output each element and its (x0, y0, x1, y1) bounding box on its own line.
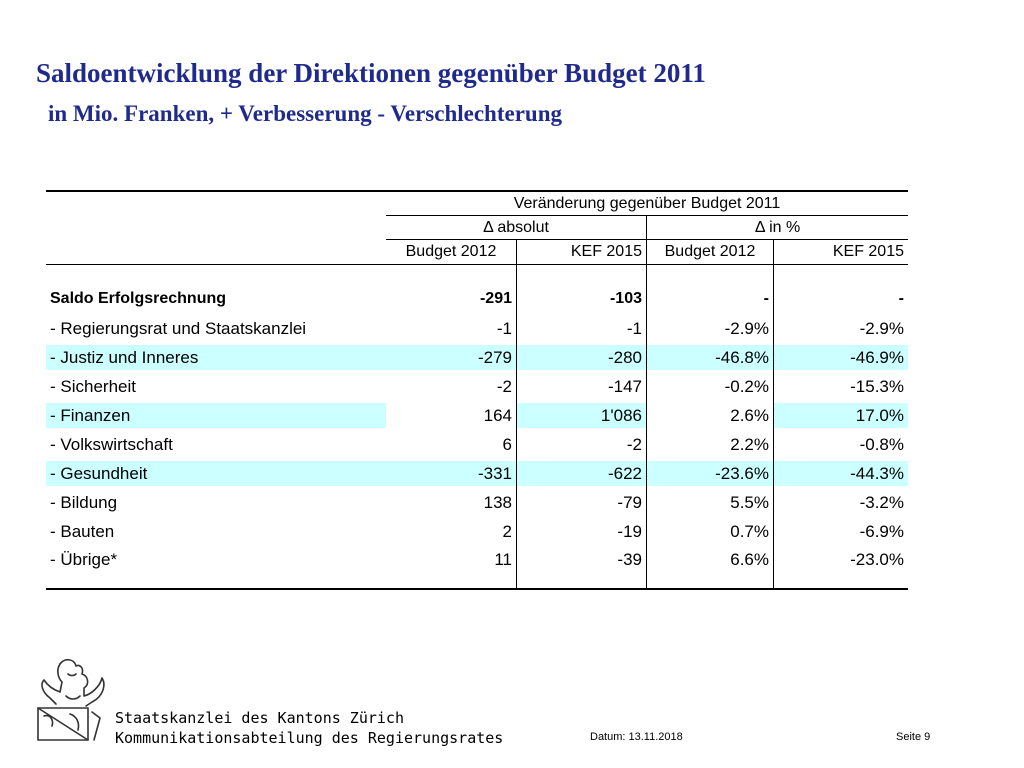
table-row: - Volkswirtschaft 6 -2 2.2% -0.8% (46, 432, 908, 457)
header-abs-label: Δ absolut (483, 219, 549, 236)
row-highlight (517, 403, 646, 428)
row-value: -1 (626, 319, 642, 338)
row-value: -19 (617, 522, 642, 541)
row-value: -44.3% (850, 464, 904, 483)
row-value: -2 (626, 435, 642, 454)
row-value: 138 (483, 493, 512, 512)
col-header: Budget 2012 (405, 243, 497, 260)
row-value: -2 (496, 377, 512, 396)
slide-title: Saldoentwicklung der Direktionen gegenüb… (36, 58, 706, 88)
row-value: -79 (617, 493, 642, 512)
row-value: -0.8% (859, 435, 904, 454)
table-top-rule (46, 190, 908, 192)
row-value: -46.8% (715, 348, 769, 367)
row-value: 2.6% (730, 406, 769, 425)
footer-org-line1: Staatskanzlei des Kantons Zürich (115, 709, 404, 727)
slide-subtitle: in Mio. Franken, + Verbesserung - Versch… (48, 101, 562, 126)
table-bottom-rule (46, 588, 908, 590)
header-row-delta: Δ absolut Δ in % (46, 216, 908, 240)
row-value: -147 (607, 377, 642, 396)
col-header: KEF 2015 (832, 243, 904, 260)
col-header: Budget 2012 (664, 243, 756, 260)
footer-page-number: Seite 9 (896, 731, 931, 743)
row-value: -6.9% (859, 522, 904, 541)
table-row: - Sicherheit -2 -147 -0.2% -15.3% (46, 374, 908, 399)
row-value: 11 (494, 550, 512, 569)
row-value: -23.6% (715, 464, 769, 483)
row-value: -1 (496, 319, 512, 338)
row-value: -103 (609, 290, 642, 307)
header-group-label: Veränderung gegenüber Budget 2011 (513, 195, 781, 212)
header-pct-label: Δ in % (754, 219, 801, 236)
row-value: - (898, 290, 904, 307)
header-row-columns: Budget 2012 KEF 2015 Budget 2012 KEF 201… (46, 240, 908, 265)
row-label: - Volkswirtschaft (50, 435, 173, 454)
row-value: -23.0% (850, 550, 904, 569)
table-row: - Bildung 138 -79 5.5% -3.2% (46, 490, 908, 515)
row-label: - Justiz und Inneres (50, 348, 199, 367)
row-value: -622 (607, 464, 642, 483)
row-value: -291 (479, 290, 512, 307)
footer-date: Datum: 13.11.2018 (590, 731, 683, 743)
row-value: 1'086 (600, 406, 642, 425)
row-value: 17.0% (855, 406, 904, 425)
row-value: -280 (607, 348, 642, 367)
col-header: KEF 2015 (570, 243, 642, 260)
row-highlight (774, 403, 908, 428)
row-label: - Finanzen (50, 406, 131, 425)
row-value: 2.2% (730, 435, 769, 454)
row-value: -2.9% (859, 319, 904, 338)
row-value: -15.3% (850, 377, 904, 396)
table-row: - Justiz und Inneres -279 -280 -46.8% -46.9% (46, 345, 908, 370)
row-value: 6.6% (730, 550, 769, 569)
row-value: -331 (477, 464, 512, 483)
row-value: 2 (502, 522, 512, 541)
table-row: Saldo Erfolgsrechnung -291 -103 - - (46, 286, 908, 311)
table-row: - Regierungsrat und Staatskanzlei -1 -1 -2.… (46, 316, 908, 341)
row-value: -39 (617, 550, 642, 569)
table-row: - Bauten 2 -19 0.7% -6.9% (46, 519, 908, 544)
row-label: - Bildung (50, 493, 118, 512)
row-label: - Bauten (50, 522, 115, 541)
row-label: - Übrige* (50, 550, 118, 569)
row-value: - (763, 290, 769, 307)
row-highlight (46, 345, 908, 370)
row-value: 164 (483, 406, 512, 425)
row-label: - Regierungsrat und Staatskanzlei (50, 319, 307, 338)
row-value: -3.2% (859, 493, 904, 512)
table-row: - Übrige* 11 -39 6.6% -23.0% (46, 547, 908, 572)
header-row-group: Veränderung gegenüber Budget 2011 (46, 192, 908, 216)
row-label: - Gesundheit (50, 464, 148, 483)
row-value: 5.5% (730, 493, 769, 512)
row-label: Saldo Erfolgsrechnung (50, 290, 227, 307)
row-highlight (46, 461, 908, 486)
table-row: - Finanzen 164 1'086 2.6% 17.0% (46, 403, 908, 428)
row-value: -2.9% (724, 319, 769, 338)
row-value: -46.9% (850, 348, 904, 367)
row-value: 6 (502, 435, 512, 454)
zurich-lion-logo-icon (37, 658, 105, 741)
row-highlight (46, 403, 386, 428)
row-label: - Sicherheit (50, 377, 136, 396)
row-value: 0.7% (730, 522, 769, 541)
footer-org-line2: Kommunikationsabteilung des Regierungsra… (115, 729, 504, 747)
table-row: - Gesundheit -331 -622 -23.6% -44.3% (46, 461, 908, 486)
row-value: -0.2% (724, 377, 769, 396)
row-value: -279 (477, 348, 512, 367)
